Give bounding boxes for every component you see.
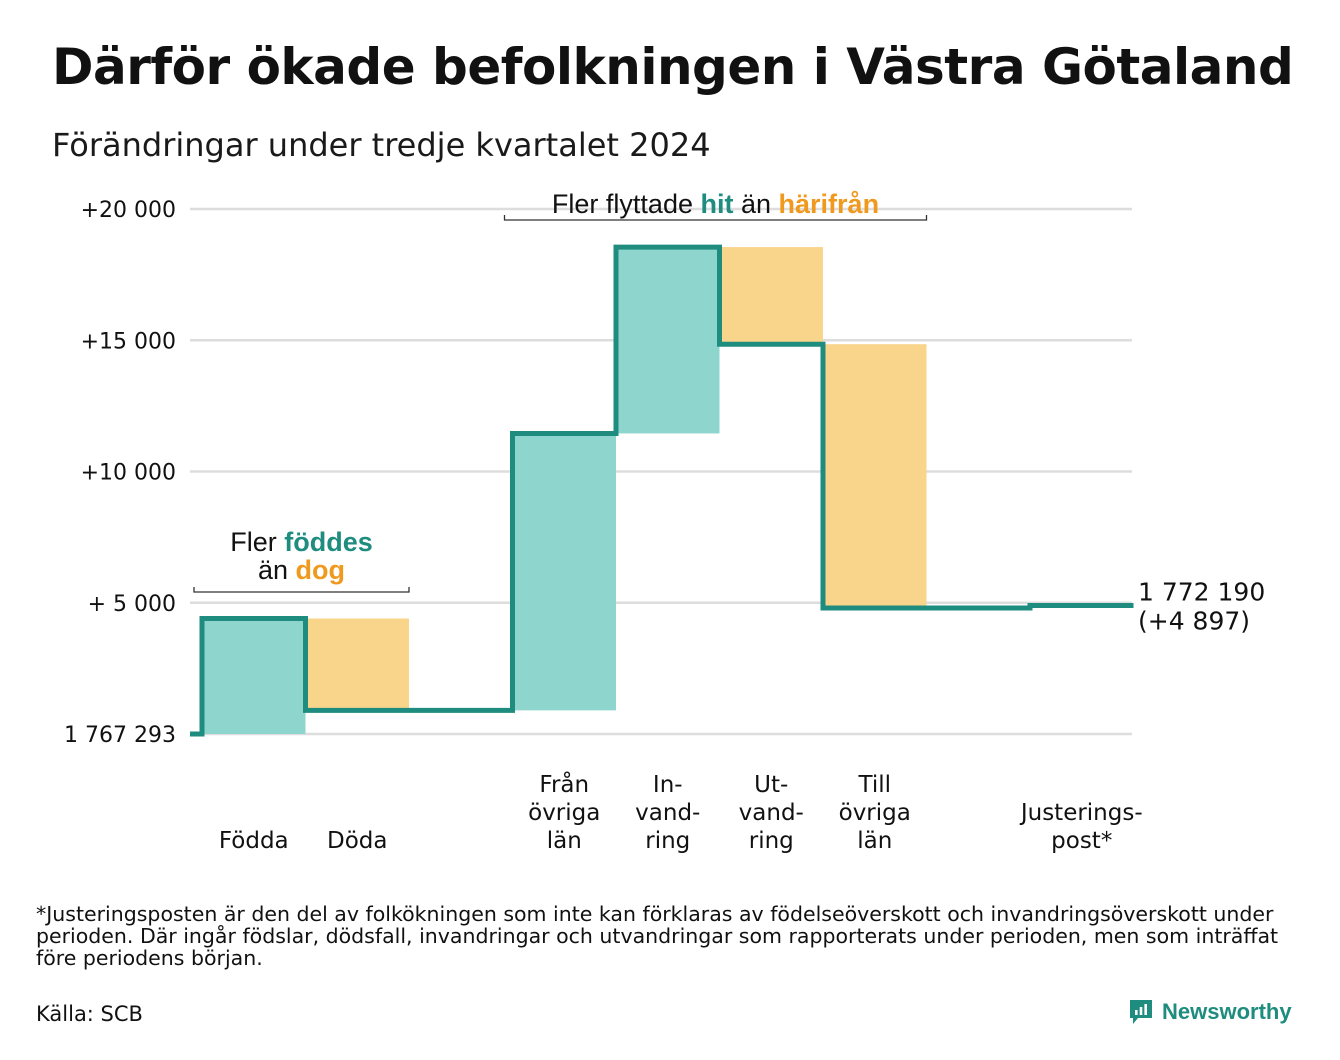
annotation-span: föddes xyxy=(284,527,373,557)
waterfall-chart: 1 767 293 + 5 000 +10 000 +15 000 +20 000 Föd… xyxy=(64,189,1265,854)
waterfall-bar xyxy=(719,247,823,345)
end-value-label: (+4 897) xyxy=(1138,606,1250,635)
annotation-span: dog xyxy=(296,555,345,585)
annotation-text: Fler flyttade hit än härifrån xyxy=(552,189,879,219)
annotation-span: hit xyxy=(700,189,733,219)
x-category-label: Döda xyxy=(327,828,387,854)
waterfall-bar xyxy=(823,344,927,608)
source-label: Källa: SCB xyxy=(36,1002,143,1026)
x-category-label: län xyxy=(547,828,582,854)
waterfall-bar xyxy=(305,618,409,711)
y-tick-label: +15 000 xyxy=(81,329,176,354)
annotation-span: härifrån xyxy=(779,189,880,219)
brand-name: Newsworthy xyxy=(1162,999,1292,1024)
waterfall-bar xyxy=(512,433,616,711)
waterfall-bar xyxy=(202,618,306,734)
chart-subtitle: Förändringar under tredje kvartalet 2024 xyxy=(52,126,711,164)
waterfall-bar xyxy=(616,247,720,434)
x-category-label: post* xyxy=(1051,828,1112,854)
x-category-label: Födda xyxy=(219,828,289,854)
y-tick-label: +20 000 xyxy=(81,198,176,223)
x-category-label: övriga xyxy=(839,800,911,826)
x-category-label: vand- xyxy=(739,800,804,826)
newsworthy-logo-icon xyxy=(1130,1000,1152,1024)
annotation-text: Fler föddes xyxy=(230,527,373,557)
brand-logo[interactable]: Newsworthy xyxy=(1128,998,1292,1026)
y-tick-label: +10 000 xyxy=(81,461,176,486)
x-category-label: Justerings- xyxy=(1019,800,1143,826)
x-category-label: övriga xyxy=(528,800,600,826)
footnote: *Justeringsposten är den del av folkökni… xyxy=(36,902,1279,970)
annotation-bracket xyxy=(193,587,410,593)
x-category-label: län xyxy=(857,828,892,854)
y-tick-label: 1 767 293 xyxy=(64,723,176,748)
x-category-label: ring xyxy=(645,828,690,854)
x-category-label: Från xyxy=(539,770,589,798)
x-category-label: Till xyxy=(857,772,891,798)
annotation-span: Fler flyttade xyxy=(552,189,701,219)
annotation-span: Fler xyxy=(230,527,284,557)
end-value-label: 1 772 190 xyxy=(1138,577,1265,606)
x-category-label: ring xyxy=(749,828,794,854)
x-category-label: In- xyxy=(653,772,683,798)
annotation-span: än xyxy=(733,189,778,219)
x-category-label: Ut- xyxy=(754,772,788,798)
x-category-label: vand- xyxy=(635,800,700,826)
y-tick-label: + 5 000 xyxy=(88,592,176,617)
cumulative-step-line xyxy=(190,244,1134,737)
annotation-text: än dog xyxy=(258,555,345,585)
annotation-span: än xyxy=(258,555,296,585)
annotation-bracket xyxy=(503,215,928,221)
chart-title: Därför ökade befolkningen i Västra Götal… xyxy=(52,38,1294,96)
